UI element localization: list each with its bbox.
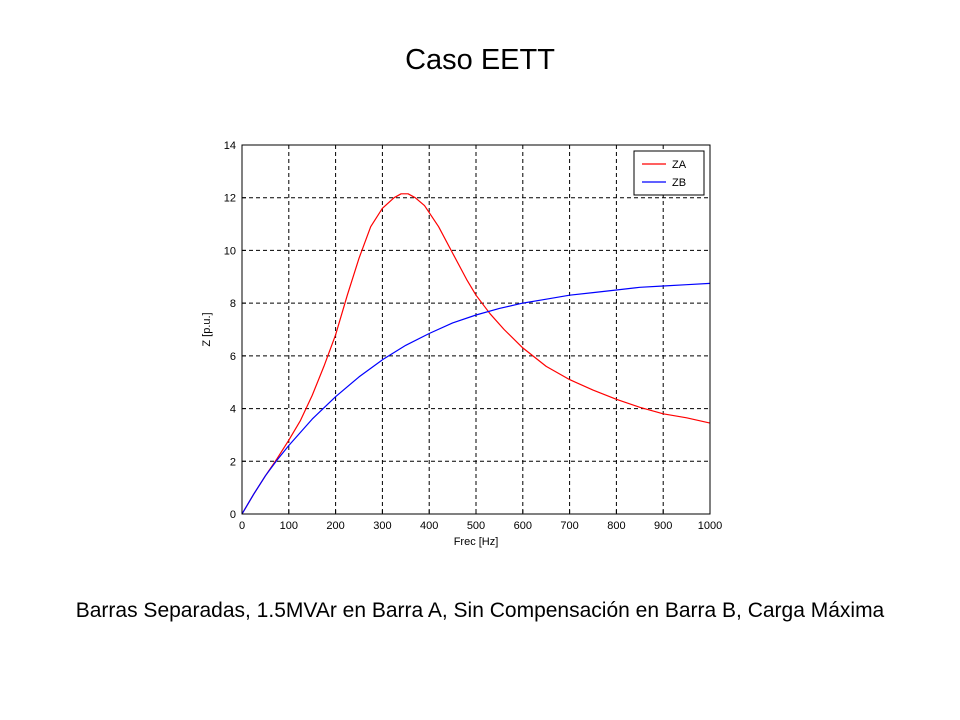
y-tick-label: 14	[224, 140, 236, 152]
slide-title: Caso EETT	[405, 44, 555, 76]
x-tick-label: 100	[280, 520, 298, 532]
series-line-za	[241, 193, 711, 515]
y-tick-label: 12	[224, 193, 236, 205]
impedance-chart: 0 100 200 300 400 500 600 700 800 900 1000 0 2 4 6 8 10 1…	[201, 140, 722, 548]
y-tick-label: 0	[230, 509, 236, 521]
x-tick-label: 500	[467, 520, 485, 532]
x-tick-label: 700	[560, 520, 578, 532]
x-tick-label: 200	[326, 520, 344, 532]
x-tick-label: 400	[420, 520, 438, 532]
slide-caption: Barras Separadas, 1.5MVAr en Barra A, Si…	[75, 599, 885, 622]
legend-box	[633, 150, 705, 196]
y-tick-label: 10	[224, 245, 236, 257]
series-line-zb	[241, 282, 711, 515]
x-tick-label: 0	[239, 520, 245, 532]
y-tick-label: 6	[230, 351, 236, 363]
x-tick-label: 600	[514, 520, 532, 532]
x-tick-label: 1000	[698, 520, 722, 532]
legend: ZA ZB	[633, 150, 705, 196]
plot-frame	[241, 144, 711, 515]
y-tick-label: 2	[230, 456, 236, 468]
legend-label: ZB	[672, 177, 686, 189]
x-tick-label: 300	[373, 520, 391, 532]
axis-ticks: 0 100 200 300 400 500 600 700 800 900 1000 0 2 4 6 8 10 1…	[224, 140, 722, 532]
x-tick-label: 900	[654, 520, 672, 532]
x-tick-label: 800	[607, 520, 625, 532]
y-tick-label: 4	[230, 404, 236, 416]
y-tick-label: 8	[230, 298, 236, 310]
y-axis-label: Z [p.u.]	[201, 312, 213, 346]
legend-label: ZA	[672, 159, 687, 171]
x-axis-label: Frec [Hz]	[454, 536, 499, 548]
grid	[242, 145, 710, 514]
series-lines	[241, 193, 711, 515]
